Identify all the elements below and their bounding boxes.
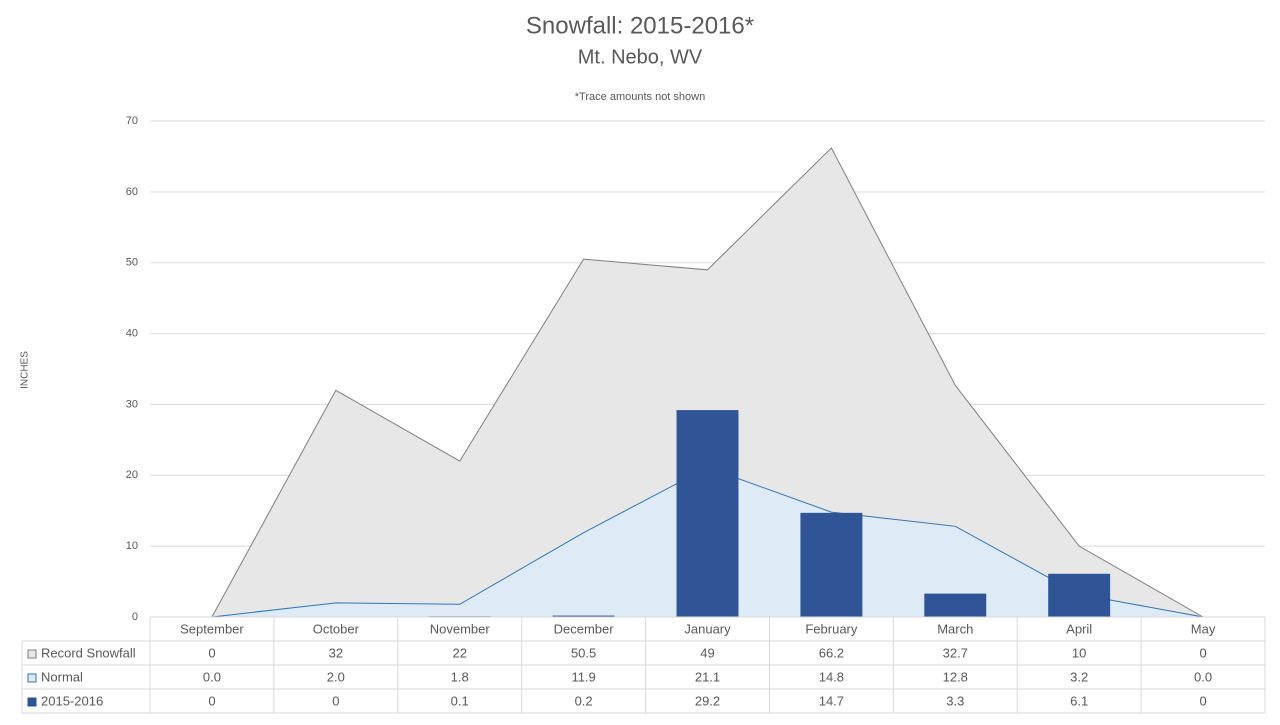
table-value: 3.2 — [1070, 669, 1088, 684]
table-value: 11.9 — [571, 669, 595, 684]
x-tick-label: December — [554, 621, 615, 636]
legend-label: Record Snowfall — [41, 645, 136, 660]
x-tick-label: January — [684, 621, 731, 636]
y-tick-label: 0 — [132, 611, 138, 623]
x-tick-label: February — [805, 621, 858, 636]
table-value: 0.1 — [451, 693, 469, 708]
x-tick-label: October — [313, 621, 360, 636]
x-tick-label: May — [1191, 621, 1216, 636]
x-tick-label: September — [180, 621, 244, 636]
y-tick-label: 50 — [126, 257, 138, 269]
y-tick-label: 10 — [126, 540, 138, 552]
legend-key — [27, 673, 37, 683]
table-value: 14.7 — [819, 693, 844, 708]
y-tick-label: 40 — [126, 327, 138, 339]
x-tick-label: November — [430, 621, 491, 636]
table-value: 0 — [332, 693, 339, 708]
table-value: 49 — [700, 645, 714, 660]
y-tick-label: 70 — [126, 115, 138, 127]
area-line — [211, 147, 1204, 618]
chart-subtitle: Mt. Nebo, WV — [578, 46, 703, 68]
bar — [924, 593, 987, 617]
table-value: 0 — [1199, 645, 1206, 660]
y-tick-label: 20 — [126, 469, 138, 481]
table-value: 0.0 — [1194, 669, 1212, 684]
y-tick-label: 60 — [126, 186, 138, 198]
table-value: 32 — [329, 645, 343, 660]
table-value: 22 — [452, 645, 466, 660]
table-value: 10 — [1072, 645, 1086, 660]
legend-key — [27, 697, 37, 707]
table-value: 66.2 — [819, 645, 844, 660]
bar — [1048, 573, 1111, 617]
annotation: *Trace amounts not shown — [575, 91, 705, 103]
bar — [800, 512, 863, 617]
area — [211, 147, 1204, 617]
bar — [676, 410, 739, 617]
x-tick-label: April — [1066, 621, 1092, 636]
legend-label: 2015-2016 — [41, 693, 103, 708]
table-value: 12.8 — [943, 669, 968, 684]
y-tick-label: 30 — [126, 398, 138, 410]
table-value: 14.8 — [819, 669, 844, 684]
table-value: 29.2 — [695, 693, 720, 708]
table-value: 21.1 — [695, 669, 720, 684]
table-value: 32.7 — [943, 645, 968, 660]
table-value: 2.0 — [327, 669, 345, 684]
y-axis-title: INCHES — [20, 351, 31, 389]
table-value: 0 — [208, 693, 215, 708]
table-value: 50.5 — [571, 645, 596, 660]
table-value: 1.8 — [451, 669, 469, 684]
table-value: 0 — [1199, 693, 1206, 708]
table-value: 6.1 — [1070, 693, 1088, 708]
chart-title: Snowfall: 2015-2016* — [526, 12, 754, 39]
table-value: 3.3 — [946, 693, 964, 708]
legend-label: Normal — [41, 669, 83, 684]
x-tick-label: March — [937, 621, 973, 636]
table-value: 0.0 — [203, 669, 221, 684]
table-value: 0 — [208, 645, 215, 660]
table-value: 0.2 — [575, 693, 593, 708]
bar — [552, 615, 615, 617]
legend-key — [27, 649, 37, 659]
